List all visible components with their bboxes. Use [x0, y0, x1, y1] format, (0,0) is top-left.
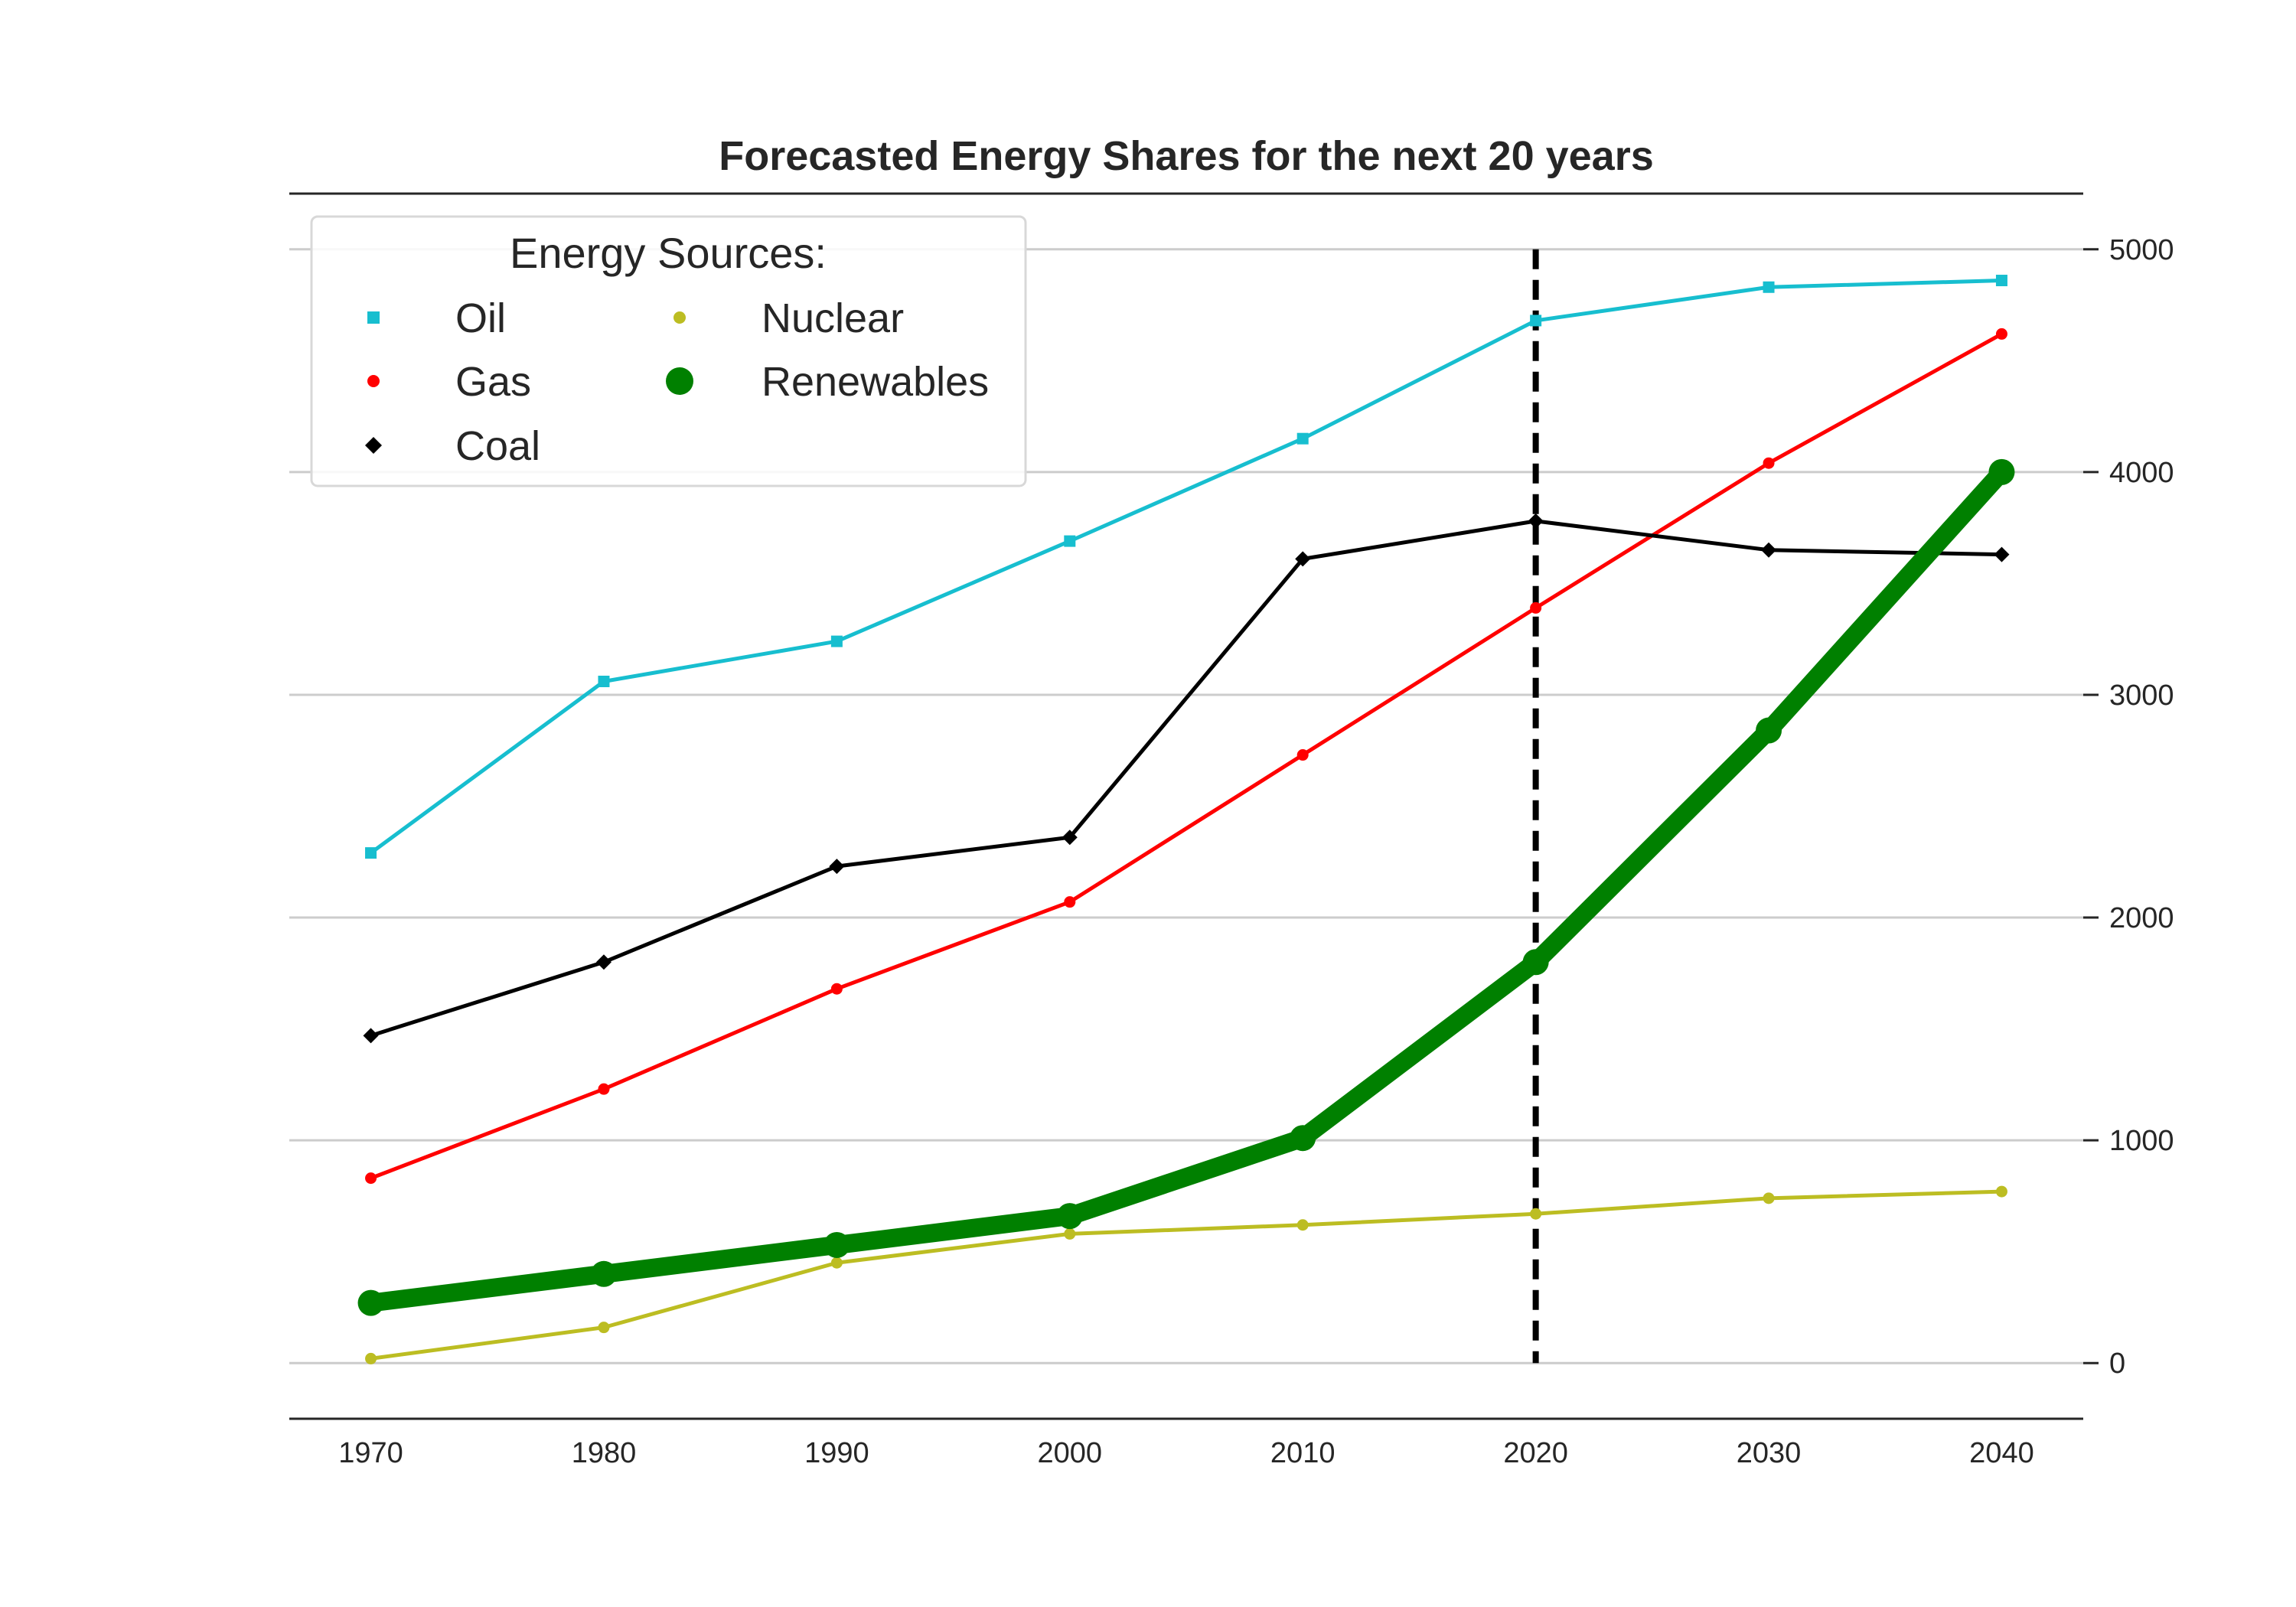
- legend-marker: [367, 311, 380, 324]
- data-point: [1988, 458, 2015, 485]
- data-point: [1295, 551, 1311, 567]
- x-tick-label: 2030: [1737, 1437, 1802, 1469]
- data-point: [1763, 457, 1775, 469]
- data-point: [1995, 328, 2007, 340]
- data-point: [1763, 281, 1775, 293]
- data-point: [829, 859, 845, 875]
- x-tick-label: 1980: [572, 1437, 637, 1469]
- series-line: [369, 1189, 2004, 1361]
- series-gas: [365, 328, 2007, 1185]
- data-point: [590, 1260, 617, 1287]
- legend-label: Gas: [455, 359, 531, 405]
- x-axis-ticks: 1970 1980 1990 2000 2010 2020 2030 2040: [338, 1437, 2033, 1469]
- data-point: [1296, 1219, 1309, 1231]
- x-tick-label: 2010: [1270, 1437, 1336, 1469]
- data-point: [595, 954, 612, 970]
- legend: Energy Sources:Oil Gas Coal Nuclear Renewabl…: [310, 215, 1027, 487]
- y-tick-label: 0: [2109, 1348, 2125, 1380]
- data-point: [1290, 1125, 1316, 1152]
- legend-marker: [367, 375, 380, 387]
- series-layer: [357, 275, 2015, 1364]
- data-point: [1528, 513, 1544, 529]
- legend-box: [310, 215, 1027, 487]
- legend-item-renewables: Renewables: [666, 359, 989, 405]
- data-point: [1056, 1203, 1083, 1230]
- data-point: [1062, 830, 1078, 846]
- data-point: [823, 1231, 850, 1258]
- data-point: [1064, 1227, 1076, 1240]
- x-tick-label: 2020: [1503, 1437, 1568, 1469]
- y-tick-label: 5000: [2109, 234, 2174, 266]
- series-oil: [365, 275, 2007, 859]
- data-point: [598, 1322, 610, 1334]
- data-point: [365, 1172, 377, 1185]
- legend-label: Oil: [455, 295, 506, 341]
- series-nuclear: [365, 1185, 2007, 1364]
- data-point: [1763, 1192, 1775, 1204]
- data-point: [1761, 542, 1777, 558]
- x-tick-label: 2040: [1969, 1437, 2034, 1469]
- data-point: [1530, 1208, 1542, 1220]
- legend-item-gas: Gas: [367, 359, 531, 405]
- data-point: [830, 1257, 843, 1269]
- legend-marker: [673, 311, 686, 324]
- y-tick-label: 3000: [2109, 680, 2174, 712]
- data-point: [1064, 535, 1076, 547]
- data-point: [1064, 896, 1076, 908]
- data-point: [1522, 949, 1549, 976]
- data-point: [363, 1028, 379, 1044]
- data-point: [365, 1352, 377, 1364]
- data-point: [830, 635, 843, 647]
- x-tick-label: 1990: [804, 1437, 869, 1469]
- chart-title: Forecasted Energy Shares for the next 20…: [719, 133, 1654, 179]
- y-tick-label: 2000: [2109, 902, 2174, 934]
- data-point: [1995, 1185, 2007, 1198]
- series-line: [361, 462, 2011, 1312]
- series-renewables: [357, 458, 2015, 1316]
- data-point: [1530, 601, 1542, 614]
- series-coal: [363, 513, 2010, 1044]
- data-point: [598, 1083, 610, 1095]
- y-tick-label: 4000: [2109, 457, 2174, 489]
- axis-spines: [289, 192, 2083, 1420]
- legend-marker: [365, 437, 382, 454]
- y-axis-ticks: 0 1000 2000 3000 4000 5000: [2083, 234, 2174, 1380]
- data-point: [1756, 717, 1782, 744]
- x-tick-label: 1970: [338, 1437, 403, 1469]
- data-point: [1994, 546, 2010, 562]
- series-line: [369, 279, 2004, 856]
- data-point: [1995, 275, 2007, 287]
- data-point: [1296, 432, 1309, 445]
- legend-label: Nuclear: [762, 295, 904, 341]
- data-point: [1530, 315, 1542, 327]
- y-tick-label: 1000: [2109, 1125, 2174, 1157]
- series-line: [369, 519, 2004, 1038]
- x-tick-label: 2000: [1038, 1437, 1103, 1469]
- data-point: [1296, 749, 1309, 761]
- legend-item-coal: Coal: [365, 423, 540, 469]
- legend-label: Coal: [455, 423, 540, 469]
- data-point: [365, 847, 377, 859]
- data-point: [357, 1289, 384, 1316]
- data-point: [598, 675, 610, 687]
- series-line: [369, 331, 2004, 1181]
- legend-item-nuclear: Nuclear: [673, 295, 904, 341]
- legend-marker: [666, 367, 693, 395]
- data-point: [830, 983, 843, 995]
- legend-title: Energy Sources:: [510, 229, 827, 277]
- legend-label: Renewables: [762, 359, 989, 405]
- legend-item-oil: Oil: [367, 295, 506, 341]
